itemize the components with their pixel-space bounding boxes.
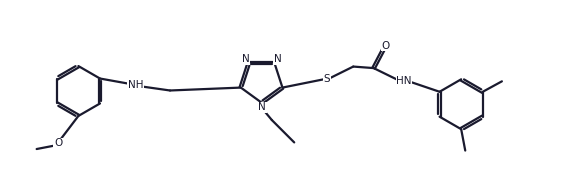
- Text: S: S: [324, 74, 330, 84]
- Text: N: N: [242, 54, 250, 64]
- Text: N: N: [274, 54, 281, 64]
- Text: HN: HN: [396, 76, 412, 86]
- Text: O: O: [382, 41, 390, 51]
- Text: O: O: [54, 139, 62, 149]
- Text: N: N: [258, 102, 266, 112]
- Text: NH: NH: [127, 80, 143, 90]
